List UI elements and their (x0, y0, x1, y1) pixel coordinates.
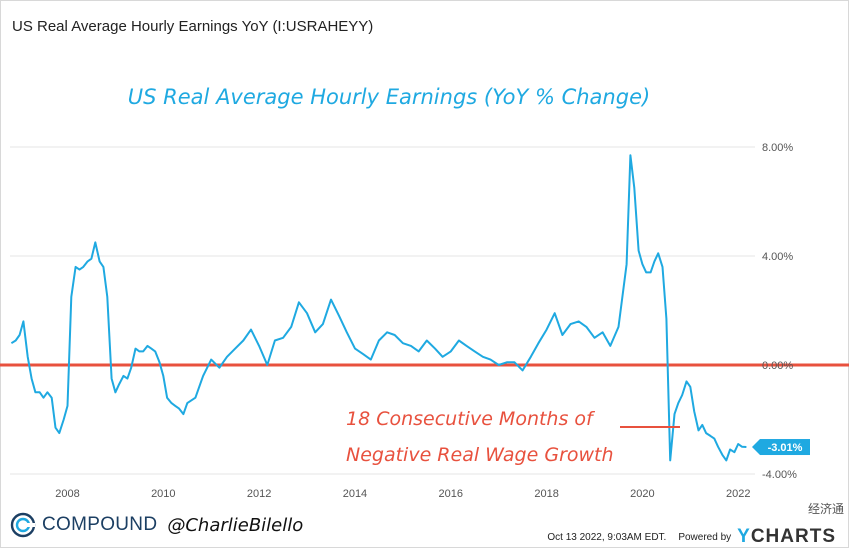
brand-handle: @CharlieBilello (167, 514, 304, 536)
last-value-pointer (752, 439, 760, 456)
y-tick-label-2: 0.00% (762, 360, 793, 372)
y-tick-label-1: 4.00% (762, 251, 793, 263)
grid-lines (10, 146, 755, 475)
powered-by-text: Powered by (678, 531, 732, 543)
annotation-line-2: Negative Real Wage Growth (346, 444, 614, 466)
footer-brand: COMPOUND @CharlieBilello (10, 511, 303, 539)
x-tick-label-7: 2022 (726, 488, 750, 500)
x-tick-label-4: 2016 (439, 488, 463, 500)
watermark-text: 经济通 (807, 502, 844, 516)
timestamp: Oct 13 2022, 9:03AM EDT. (547, 531, 667, 543)
x-tick-label-1: 2010 (151, 488, 175, 500)
x-tick-label-0: 2008 (55, 488, 79, 500)
x-tick-label-5: 2018 (534, 488, 558, 500)
y-tick-label-0: 8.00% (762, 142, 793, 154)
chart-title: US Real Average Hourly Earnings (YoY % C… (128, 85, 650, 109)
tick-labels: 8.00% 4.00% 0.00% -4.00% 2008 2010 2012 2014 201… (55, 142, 797, 500)
compound-logo-icon (10, 512, 36, 538)
last-value-label: -3.01% (768, 442, 803, 454)
x-tick-label-3: 2014 (343, 488, 367, 500)
series-line-0 (10, 154, 747, 462)
annotation-group: 18 Consecutive Months of Negative Real W… (346, 408, 680, 466)
y-tick-label-3: -4.00% (762, 469, 797, 481)
brand-name: COMPOUND (42, 514, 158, 535)
series-group (10, 154, 747, 462)
x-tick-label-2: 2012 (247, 488, 271, 500)
x-tick-label-6: 2020 (630, 488, 654, 500)
annotation-line-1: 18 Consecutive Months of (346, 408, 596, 430)
chart-header-title: US Real Average Hourly Earnings YoY (I:U… (12, 18, 374, 35)
footer-attribution: Oct 13 2022, 9:03AM EDT. Powered by YCHA… (547, 526, 836, 548)
last-value-badge (760, 439, 810, 456)
last-value-marker: -3.01% (752, 439, 810, 456)
ycharts-logo[interactable]: YCHARTS (737, 526, 836, 547)
